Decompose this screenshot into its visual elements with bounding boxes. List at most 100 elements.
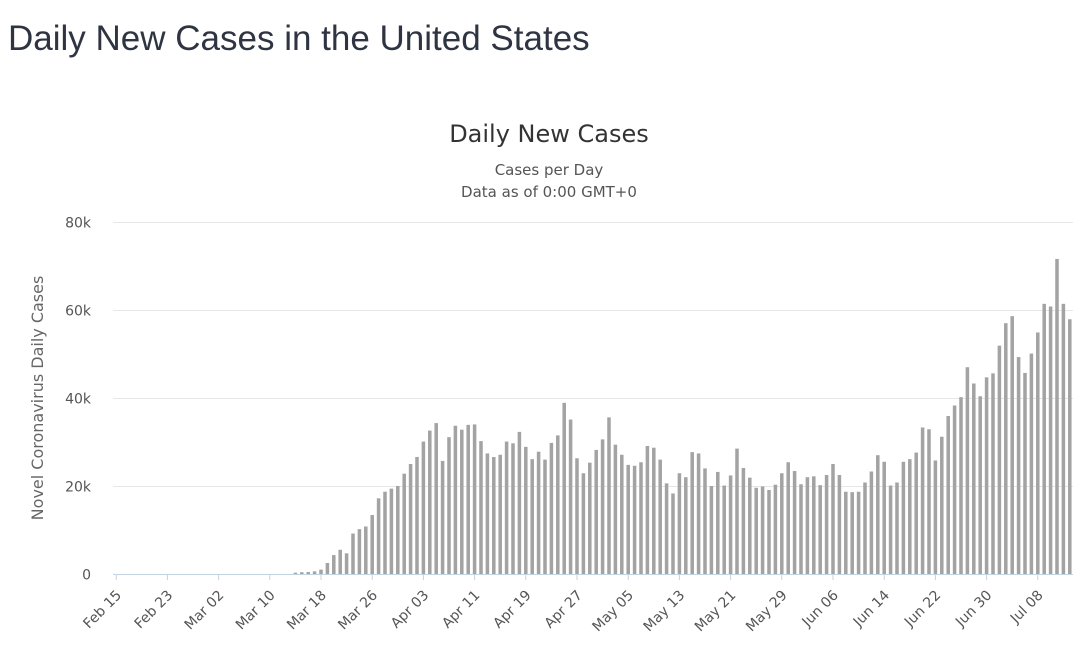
bar[interactable]	[920, 427, 925, 574]
bar[interactable]	[671, 493, 675, 574]
bar[interactable]	[440, 460, 445, 574]
bar[interactable]	[1029, 353, 1034, 574]
bar[interactable]	[632, 465, 637, 574]
bar[interactable]	[581, 473, 586, 574]
bar[interactable]	[338, 549, 342, 574]
bar[interactable]	[300, 572, 304, 574]
bar[interactable]	[607, 417, 611, 574]
bar[interactable]	[684, 477, 688, 574]
bar[interactable]	[876, 455, 880, 574]
bar[interactable]	[652, 447, 656, 574]
bar[interactable]	[972, 383, 976, 574]
bar[interactable]	[1010, 316, 1014, 574]
bar[interactable]	[453, 425, 458, 574]
bar[interactable]	[575, 458, 579, 574]
bar[interactable]	[805, 477, 810, 574]
bar[interactable]	[312, 571, 317, 574]
bar[interactable]	[396, 486, 400, 574]
bar[interactable]	[735, 448, 739, 574]
bar[interactable]	[754, 487, 758, 574]
bar[interactable]	[658, 459, 662, 574]
bar[interactable]	[568, 419, 573, 574]
bar[interactable]	[818, 485, 822, 574]
bar[interactable]	[959, 397, 963, 574]
bar[interactable]	[831, 464, 835, 574]
bar[interactable]	[792, 471, 797, 574]
bar[interactable]	[696, 453, 701, 574]
bar[interactable]	[914, 452, 918, 574]
bar[interactable]	[402, 473, 406, 574]
bar[interactable]	[1055, 258, 1059, 574]
bar[interactable]	[952, 405, 957, 574]
bar[interactable]	[421, 441, 426, 574]
bar[interactable]	[511, 443, 515, 574]
bar[interactable]	[408, 464, 413, 574]
bar[interactable]	[760, 486, 765, 574]
bar[interactable]	[434, 423, 438, 574]
bar[interactable]	[664, 483, 669, 574]
bar[interactable]	[824, 475, 829, 574]
bar[interactable]	[645, 445, 650, 574]
bar[interactable]	[293, 572, 298, 574]
bar[interactable]	[767, 489, 771, 574]
bar[interactable]	[780, 473, 784, 574]
bar[interactable]	[1016, 357, 1021, 574]
bar[interactable]	[799, 484, 803, 574]
bar[interactable]	[728, 475, 733, 574]
bar[interactable]	[773, 484, 778, 574]
bar[interactable]	[850, 492, 854, 574]
bar[interactable]	[492, 456, 496, 574]
bar[interactable]	[332, 555, 336, 574]
bar[interactable]	[991, 373, 995, 574]
bar[interactable]	[812, 476, 816, 574]
bar[interactable]	[908, 459, 912, 574]
bar[interactable]	[319, 569, 323, 574]
bar[interactable]	[466, 424, 470, 574]
bar[interactable]	[703, 468, 707, 574]
bar[interactable]	[325, 563, 330, 574]
bar[interactable]	[1068, 319, 1072, 574]
bar[interactable]	[933, 460, 938, 574]
bar[interactable]	[1036, 332, 1040, 574]
bar[interactable]	[530, 459, 534, 574]
bar[interactable]	[383, 491, 387, 574]
bar[interactable]	[984, 377, 989, 574]
bar[interactable]	[748, 477, 752, 574]
bar[interactable]	[1023, 372, 1027, 574]
bar[interactable]	[306, 572, 310, 574]
bar[interactable]	[415, 456, 419, 574]
bar[interactable]	[364, 526, 368, 574]
bar[interactable]	[1061, 303, 1066, 574]
bar[interactable]	[543, 459, 547, 574]
bar[interactable]	[895, 482, 899, 574]
bar[interactable]	[620, 454, 624, 574]
bar[interactable]	[741, 467, 746, 574]
bar[interactable]	[863, 482, 867, 574]
bar[interactable]	[479, 441, 483, 574]
bar[interactable]	[357, 529, 362, 574]
bar[interactable]	[600, 439, 605, 574]
bar[interactable]	[965, 367, 970, 574]
bar[interactable]	[447, 437, 451, 574]
bar[interactable]	[1048, 306, 1053, 574]
bar[interactable]	[556, 435, 560, 574]
bar[interactable]	[562, 402, 566, 574]
bar[interactable]	[716, 471, 720, 574]
bar[interactable]	[389, 488, 394, 574]
bar[interactable]	[370, 515, 374, 574]
bar[interactable]	[549, 442, 554, 574]
bar[interactable]	[888, 485, 893, 574]
bar[interactable]	[626, 464, 630, 574]
bar[interactable]	[997, 345, 1002, 574]
bar[interactable]	[946, 416, 950, 574]
bar[interactable]	[722, 485, 726, 574]
bar[interactable]	[613, 444, 618, 574]
bar[interactable]	[869, 471, 874, 574]
bar[interactable]	[517, 431, 522, 574]
bar[interactable]	[1042, 303, 1046, 574]
bar[interactable]	[472, 424, 477, 574]
bar[interactable]	[927, 429, 931, 574]
bar[interactable]	[344, 553, 349, 574]
bar[interactable]	[524, 446, 528, 574]
bar[interactable]	[376, 498, 381, 574]
